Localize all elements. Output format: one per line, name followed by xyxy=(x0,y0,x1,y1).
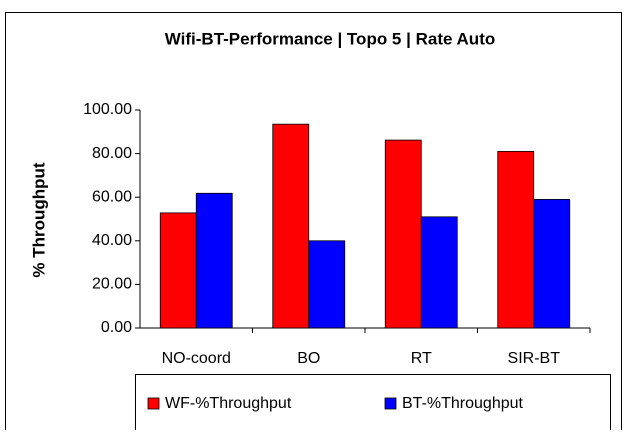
legend-label: WF-%Throughput xyxy=(165,395,292,412)
legend-swatch xyxy=(384,397,397,410)
chart-title: Wifi-BT-Performance | Topo 5 | Rate Auto xyxy=(165,29,496,48)
bar xyxy=(195,192,233,329)
y-tick-label: 20.00 xyxy=(92,276,132,293)
y-tick-label: 0.00 xyxy=(101,319,132,336)
bar xyxy=(533,198,571,329)
y-tick-label: 100.00 xyxy=(83,101,132,118)
x-tick-label: BO xyxy=(297,350,320,367)
bar xyxy=(308,240,346,329)
bar xyxy=(272,123,310,329)
x-tick-label: RT xyxy=(411,350,432,367)
legend-label: BT-%Throughput xyxy=(402,395,524,412)
bar xyxy=(384,139,422,329)
bar xyxy=(497,151,535,329)
y-axis-label: % Throughput xyxy=(29,162,48,278)
legend-swatch xyxy=(147,397,160,410)
y-tick-label: 80.00 xyxy=(92,145,132,162)
bar xyxy=(159,212,197,329)
x-tick-label: SIR-BT xyxy=(508,350,561,367)
bar xyxy=(420,216,458,329)
y-tick-label: 40.00 xyxy=(92,232,132,249)
y-tick-label: 60.00 xyxy=(92,188,132,205)
legend-box xyxy=(135,374,611,435)
x-tick-label: NO-coord xyxy=(162,350,231,367)
